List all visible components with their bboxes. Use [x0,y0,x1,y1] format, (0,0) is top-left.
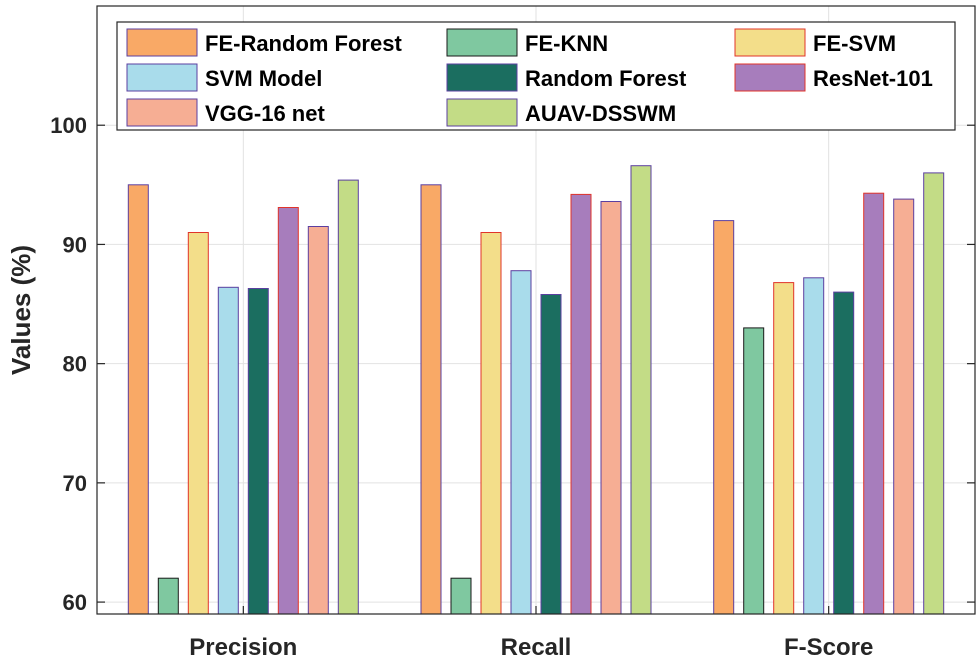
legend-swatch-resnet-101 [735,64,805,91]
legend-swatch-random-forest [447,64,517,91]
bar-fe-knn-precision: FE-KNN: 62 [158,578,178,614]
x-category-label: Precision [189,634,297,660]
legend-label-svm-model: SVM Model [205,66,322,91]
legend-label-fe-knn: FE-KNN [525,31,608,56]
legend-swatch-fe-svm [735,29,805,56]
bar-fe-svm-recall: FE-SVM: 91 [481,233,501,615]
bar-random-forest-f-score: Random Forest: 86 [834,292,854,614]
legend: FE-Random Forest FE-KNN FE-SVM SVM Model Ran… [117,22,955,130]
legend-label-auav-dsswm: AUAV-DSSWM [525,101,676,126]
x-category-label: F-Score [784,634,873,660]
y-axis-title: Values (%) [6,245,36,375]
bar-svm-model-precision: SVM Model: 86.4 [218,287,238,614]
x-category-label: Recall [501,634,572,660]
legend-label-fe-random-forest: FE-Random Forest [205,31,402,56]
legend-swatch-fe-knn [447,29,517,56]
bar-fe-random-forest-f-score: FE-Random Forest: 92 [714,221,734,614]
legend-label-resnet-101: ResNet-101 [813,66,933,91]
bar-vgg-16-net-f-score: VGG-16 net: 93.8 [894,199,914,614]
y-tick-label: 70 [63,471,87,496]
bar-svm-model-recall: SVM Model: 87.8 [511,271,531,614]
bar-fe-knn-f-score: FE-KNN: 83 [744,328,764,614]
bar-fe-knn-recall: FE-KNN: 62 [451,578,471,614]
y-tick-label: 100 [50,113,87,138]
bar-auav-dsswm-f-score: AUAV-DSSWM: 96 [924,173,944,614]
bar-fe-random-forest-recall: FE-Random Forest: 95 [421,185,441,614]
legend-swatch-auav-dsswm [447,99,517,126]
y-tick-label: 60 [63,590,87,615]
legend-swatch-vgg-16-net [127,99,197,126]
bar-resnet-101-f-score: ResNet-101: 94.3 [864,193,884,614]
bar-fe-random-forest-precision: FE-Random Forest: 95 [128,185,148,614]
y-tick-label: 80 [63,352,87,377]
legend-swatch-fe-random-forest [127,29,197,56]
bar-random-forest-precision: Random Forest: 86.3 [248,289,268,615]
bar-chart: FE-Random Forest: 95 FE-Random Forest: 95… [0,0,980,660]
bar-vgg-16-net-recall: VGG-16 net: 93.6 [601,202,621,615]
legend-swatch-svm-model [127,64,197,91]
bar-resnet-101-recall: ResNet-101: 94.2 [571,194,591,614]
legend-label-random-forest: Random Forest [525,66,687,91]
bar-resnet-101-precision: ResNet-101: 93.1 [278,208,298,615]
bar-auav-dsswm-precision: AUAV-DSSWM: 95.4 [338,180,358,614]
legend-label-vgg-16-net: VGG-16 net [205,101,325,126]
legend-label-fe-svm: FE-SVM [813,31,896,56]
bar-random-forest-recall: Random Forest: 85.8 [541,295,561,615]
bar-fe-svm-f-score: FE-SVM: 86.8 [774,283,794,614]
bar-auav-dsswm-recall: AUAV-DSSWM: 96.6 [631,166,651,614]
bar-fe-svm-precision: FE-SVM: 91 [188,233,208,615]
bar-svm-model-f-score: SVM Model: 87.2 [804,278,824,614]
bar-vgg-16-net-precision: VGG-16 net: 91.5 [308,227,328,615]
y-tick-label: 90 [63,232,87,257]
